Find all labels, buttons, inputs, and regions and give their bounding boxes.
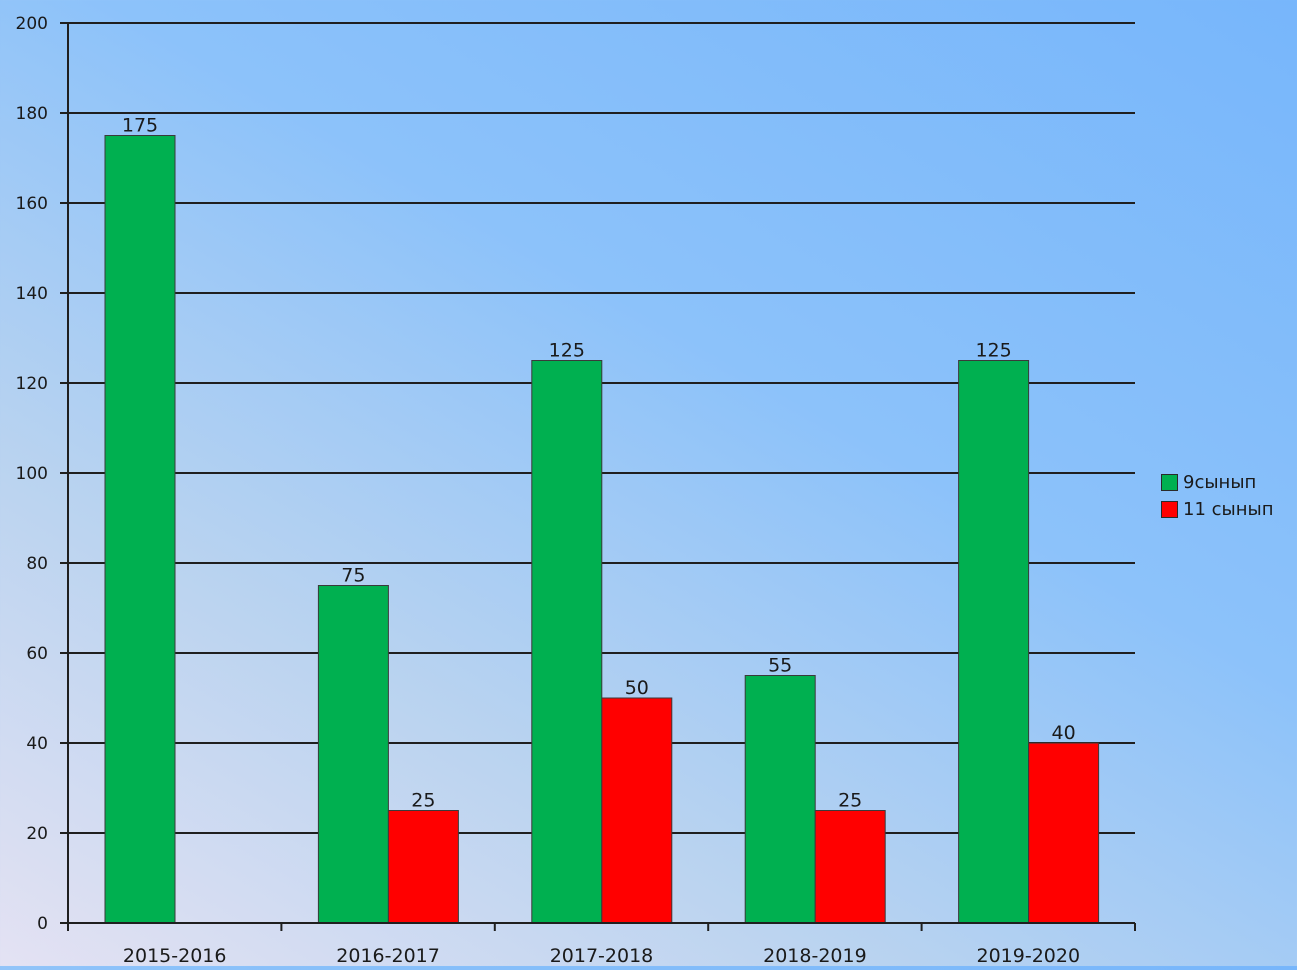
data-labels: 175 75 125 55 125 25 50 25 40	[122, 115, 1076, 812]
bar	[744, 675, 816, 924]
bar	[531, 360, 603, 924]
y-tick-label: 0	[37, 914, 48, 934]
y-tick-label: 20	[26, 824, 48, 844]
y-tick-label: 180	[16, 104, 48, 124]
y-tick-label: 160	[16, 194, 48, 214]
data-label: 75	[341, 565, 365, 587]
data-label: 25	[411, 790, 435, 812]
data-label: 175	[122, 115, 158, 137]
bar	[601, 697, 673, 924]
data-label: 125	[975, 340, 1011, 362]
bar	[814, 810, 886, 924]
data-label: 125	[549, 340, 585, 362]
y-tick-label: 40	[26, 734, 48, 754]
bars	[104, 135, 1100, 924]
y-tick-label: 120	[16, 374, 48, 394]
legend-label: 11 сынып	[1183, 499, 1274, 520]
x-tick-label: 2015-2016	[123, 945, 227, 966]
x-tick-label: 2017-2018	[550, 945, 654, 966]
bar	[1028, 742, 1100, 924]
axes: 0 20 40 60 80 100 120 140 160 180 200 2015-2016 2016…	[16, 14, 1136, 967]
data-label: 25	[838, 790, 862, 812]
y-tick-label: 100	[16, 464, 48, 484]
bar	[104, 135, 176, 924]
y-tick-label: 140	[16, 284, 48, 304]
legend-item-9-synyp: 9сынып	[1161, 469, 1273, 496]
bar	[387, 810, 459, 924]
data-label: 40	[1052, 722, 1076, 744]
x-tick-label: 2018-2019	[763, 945, 867, 966]
data-label: 50	[625, 677, 649, 699]
legend: 9сынып 11 сынып	[1161, 469, 1273, 523]
x-tick-label: 2019-2020	[977, 945, 1081, 966]
legend-label: 9сынып	[1183, 472, 1257, 493]
y-tick-label: 200	[16, 14, 48, 34]
bar	[317, 585, 389, 924]
legend-item-11-synyp: 11 сынып	[1161, 496, 1273, 523]
bar	[958, 360, 1030, 924]
y-tick-label: 80	[26, 554, 48, 574]
x-tick-label: 2016-2017	[336, 945, 440, 966]
legend-swatch-green	[1161, 474, 1178, 491]
legend-swatch-red	[1161, 501, 1178, 518]
y-tick-label: 60	[26, 644, 48, 664]
data-label: 55	[768, 655, 792, 677]
